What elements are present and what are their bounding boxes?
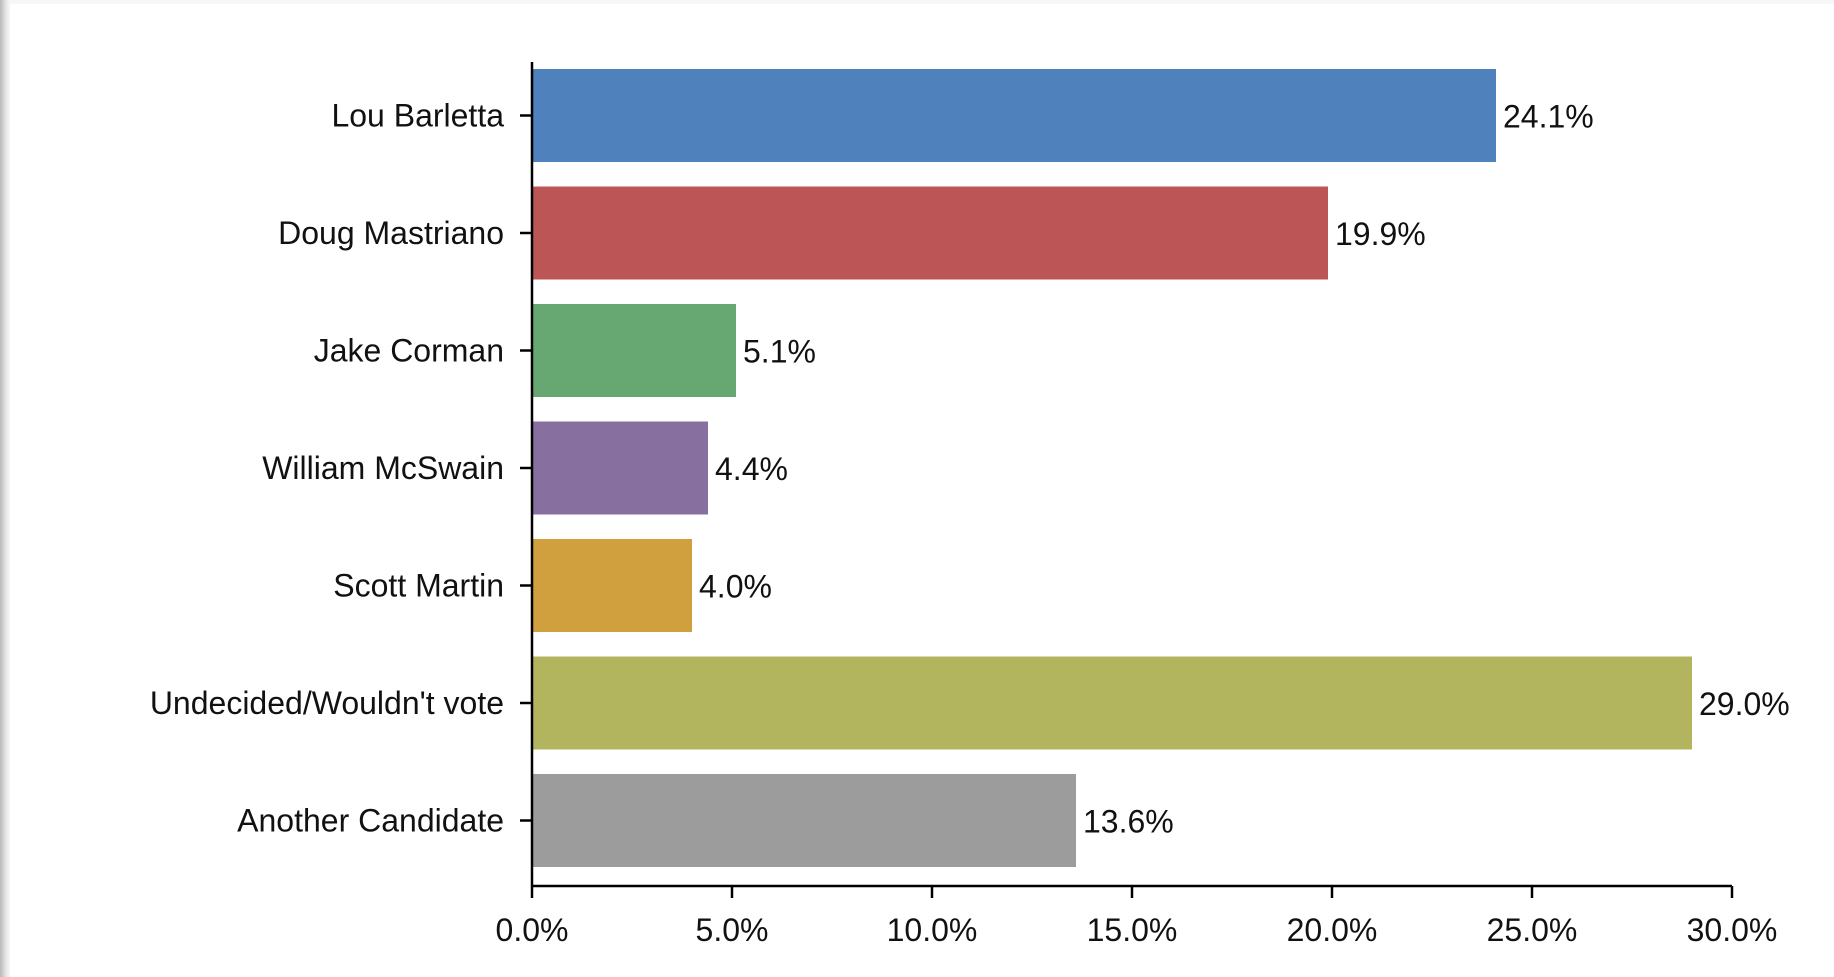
bar-chart: 24.1% Lou Barletta 19.9% Doug Mastriano 5.1%… (150, 62, 1790, 948)
axes-layer: 0.0% 5.0% 10.0% 15.0% 20.0% 25.0% 30.0% (496, 62, 1778, 948)
value-label-william-mcswain: 4.4% (715, 451, 788, 487)
x-tick-label-2: 10.0% (887, 912, 978, 948)
bar-scott-martin (532, 539, 692, 632)
value-label-doug-mastriano: 19.9% (1335, 216, 1426, 252)
category-label-lou-barletta: Lou Barletta (331, 98, 504, 134)
value-label-undecided-wouldn-t-vote: 29.0% (1699, 686, 1790, 722)
bar-undecided-wouldn-t-vote (532, 656, 1692, 750)
value-label-jake-corman: 5.1% (743, 334, 816, 370)
category-label-doug-mastriano: Doug Mastriano (278, 215, 504, 251)
bar-doug-mastriano (532, 186, 1328, 280)
category-label-william-mcswain: William McSwain (262, 450, 504, 486)
category-label-scott-martin: Scott Martin (333, 568, 504, 604)
labels-layer: 24.1% Lou Barletta 19.9% Doug Mastriano 5.1%… (150, 98, 1790, 840)
x-tick-label-5: 25.0% (1487, 912, 1578, 948)
x-tick-label-0: 0.0% (496, 912, 569, 948)
category-label-jake-corman: Jake Corman (314, 333, 504, 369)
x-tick-label-1: 5.0% (696, 912, 769, 948)
category-label-another-candidate: Another Candidate (237, 803, 504, 839)
bar-jake-corman (532, 304, 736, 397)
bars-layer (532, 69, 1692, 867)
bar-lou-barletta (532, 69, 1496, 162)
value-label-lou-barletta: 24.1% (1503, 99, 1594, 135)
bar-william-mcswain (532, 421, 708, 515)
x-tick-label-4: 20.0% (1287, 912, 1378, 948)
bar-another-candidate (532, 774, 1076, 867)
value-label-another-candidate: 13.6% (1083, 804, 1174, 840)
x-tick-label-6: 30.0% (1687, 912, 1778, 948)
x-tick-label-3: 15.0% (1087, 912, 1178, 948)
value-label-scott-martin: 4.0% (699, 569, 772, 605)
chart-canvas: 24.1% Lou Barletta 19.9% Doug Mastriano 5.1%… (10, 4, 1834, 977)
category-label-undecided-wouldn-t-vote: Undecided/Wouldn't vote (150, 685, 504, 721)
